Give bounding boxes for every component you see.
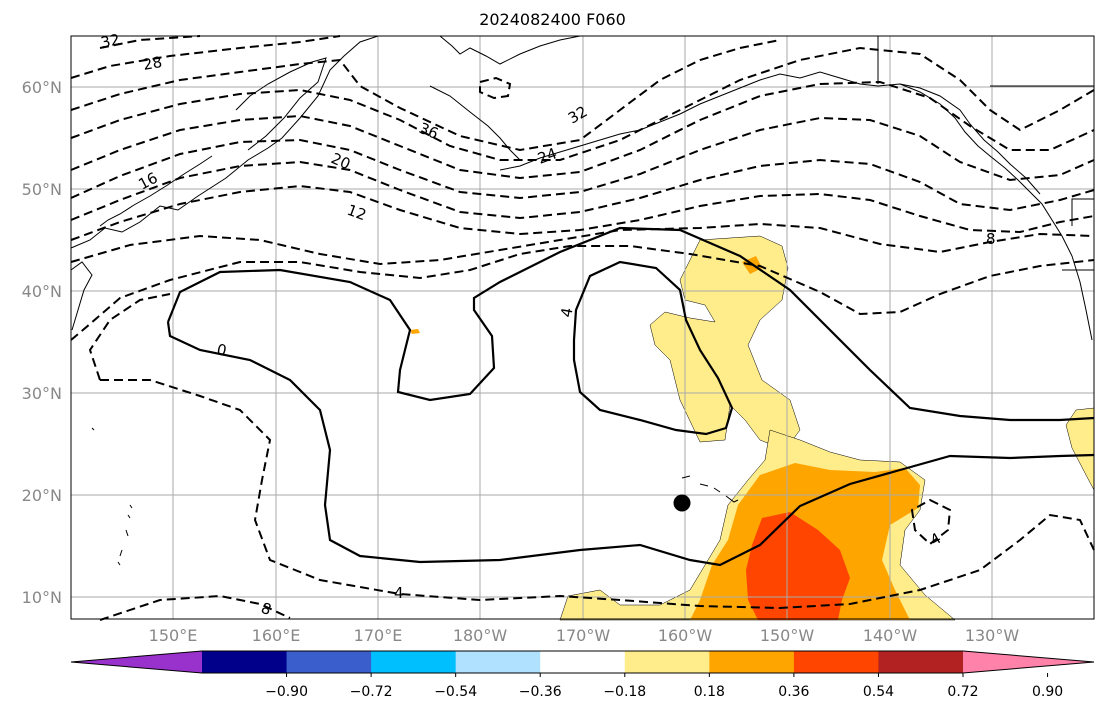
dashed-contours [70,35,1095,621]
colorbar-segment [624,651,710,673]
lon-label: 150°W [760,626,815,645]
coast-kurils [99,155,213,227]
coast-asia [70,35,379,249]
contour-label: 4 [394,584,404,602]
border-canada-us [877,36,1094,271]
colorbar-segment [793,651,879,673]
contour-label: 4 [557,306,576,319]
colorbar-tick-label: 0.72 [947,684,978,700]
colorbar-segment [371,651,457,673]
lat-label: 10°N [22,588,62,607]
lon-label: 160°E [252,626,301,645]
coast-bc [899,83,1041,195]
colorbar-tick-label: −0.72 [350,684,393,700]
map-frame [70,35,1095,620]
latitude-labels: 60°N 50°N 40°N 30°N 20°N 10°N [22,78,62,607]
contour-label: 28 [142,53,164,74]
contour-label: 32 [99,30,121,52]
contour-label: 36 [417,119,441,143]
coast-alaska [499,71,1093,341]
map-title: 2024082400 F060 [479,10,626,29]
storm-center-marker [673,494,691,512]
colorbar-tick-label: −0.18 [603,684,646,700]
colorbar-segment [286,651,372,673]
colorbar-tick-label: −0.36 [519,684,562,700]
colorbar-outline [70,650,1095,674]
coast-arctic [439,35,581,65]
colorbar-tick-label: 0.90 [1032,684,1063,700]
contour-label: 24 [535,144,559,167]
lat-label: 20°N [22,486,62,505]
lat-label: 40°N [22,282,62,301]
lat-label: 50°N [22,180,62,199]
small-orange-dot [410,329,420,334]
solid-contours [166,226,1095,567]
colorbar-extend-low [71,651,202,673]
colorbar-tick-label: −0.90 [265,684,308,700]
colorbar-segment [709,651,795,673]
contour-label: 16 [135,169,160,194]
colorbar-tick-label: 0.18 [694,684,725,700]
hawaii-islands [681,475,739,503]
pacific-atolls [91,427,133,566]
lon-label: 130°W [965,626,1020,645]
lon-label: 180°W [453,626,508,645]
lon-label: 160°W [658,626,713,645]
lon-label: 140°W [863,626,918,645]
longitude-labels: 150°E 160°E 170°E 180°W 170°W 160°W 150°… [149,626,1020,645]
contours [70,35,1095,621]
yellow-region-north [649,235,801,451]
colorbar-segment [202,651,288,673]
colorbar: −0.90 −0.72 −0.54 −0.36 −0.18 0.18 0.36 0.54 0.7… [70,650,1095,700]
colorbar-segment [455,651,541,673]
contour-label: 8 [986,230,996,248]
red-orange-core [746,512,850,620]
colorbar-segment [540,651,626,673]
lon-label: 170°W [556,626,611,645]
colorbar-tick-label: −0.54 [434,684,477,700]
coast-japan [70,261,93,331]
graticule [71,36,1094,619]
shaded-fields [410,235,1095,621]
contour-label: 12 [345,201,369,224]
lat-label: 30°N [22,384,62,403]
colorbar-segment [878,651,964,673]
lon-label: 150°E [149,626,198,645]
coastlines [70,35,1094,566]
contour-label: 32 [565,102,591,127]
contour-label: 4 [927,529,944,549]
colorbar-tick-label: 0.54 [863,684,894,700]
coast-kamchatka [235,57,327,151]
lon-label: 170°E [354,626,403,645]
colorbar-tick-label: 0.36 [778,684,809,700]
contour-label: 0 [215,340,228,360]
lat-label: 60°N [22,78,62,97]
colorbar-extend-high [963,651,1094,673]
coast-aleutians [429,85,521,161]
